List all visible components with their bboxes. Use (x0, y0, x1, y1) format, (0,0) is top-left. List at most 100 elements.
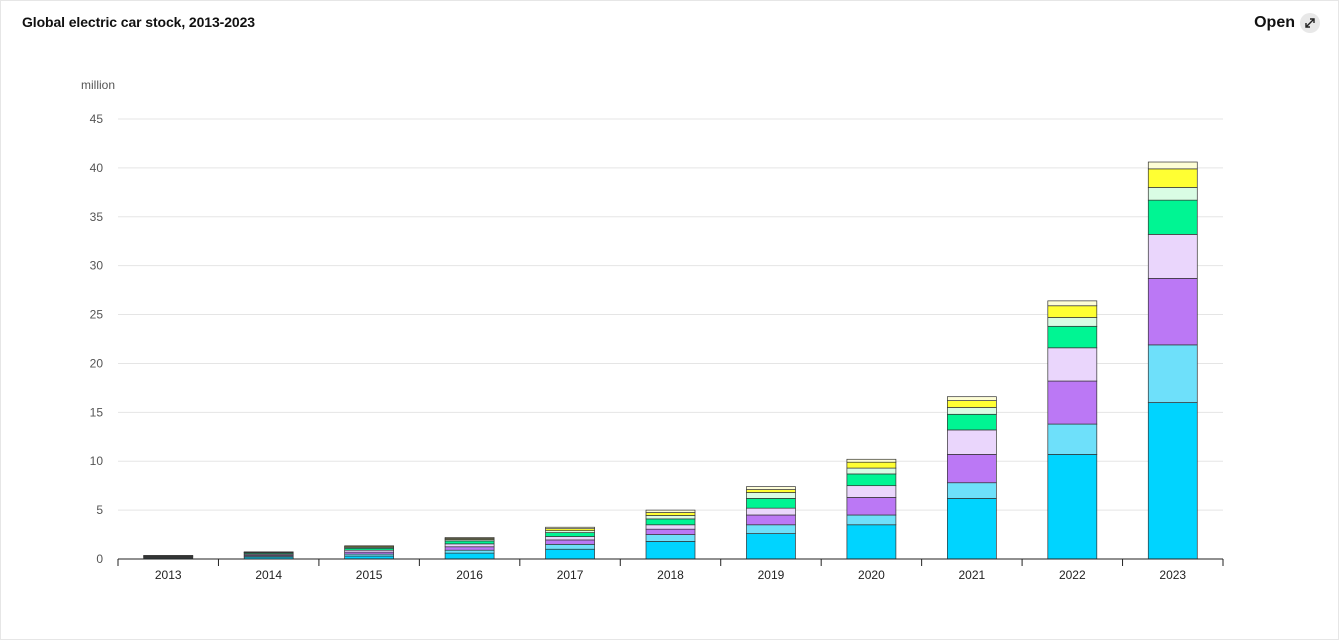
bar-segment[interactable] (1147, 278, 1198, 346)
x-tick-label: 2015 (356, 568, 383, 582)
y-tick-label: 15 (90, 405, 104, 419)
bar-segment[interactable] (1047, 347, 1098, 382)
bar-segment[interactable] (545, 539, 595, 545)
bar-segment[interactable] (947, 482, 997, 499)
bar-segment[interactable] (1047, 380, 1098, 425)
bar-segment[interactable] (947, 400, 997, 408)
bar-segment[interactable] (846, 514, 897, 526)
bar-segment[interactable] (444, 549, 495, 554)
bar-segment[interactable] (947, 454, 997, 484)
open-button[interactable]: Open (1254, 13, 1320, 33)
bar-stack-2020 (846, 458, 897, 560)
y-tick-label: 20 (90, 356, 104, 370)
x-tick-label: 2020 (858, 568, 885, 582)
bar-segment[interactable] (1047, 300, 1098, 307)
bar-segment[interactable] (344, 545, 394, 547)
bar-segment[interactable] (645, 512, 696, 516)
bar-segment[interactable] (947, 413, 997, 431)
x-tick-label: 2014 (255, 568, 282, 582)
bar-segment[interactable] (746, 492, 796, 499)
bar-segment[interactable] (846, 461, 897, 469)
bar-segment[interactable] (243, 551, 294, 553)
chart-title: Global electric car stock, 2013-2023 (22, 14, 255, 30)
bar-segment[interactable] (444, 546, 495, 551)
bar-stack-2014 (243, 551, 294, 560)
x-tick-label: 2023 (1159, 568, 1186, 582)
bar-segment[interactable] (1147, 234, 1198, 279)
bar-segment[interactable] (444, 540, 495, 545)
bar-segment[interactable] (746, 498, 796, 509)
x-tick-label: 2018 (657, 568, 684, 582)
bar-segment[interactable] (1147, 168, 1198, 188)
bar-segment[interactable] (846, 467, 897, 475)
bar-segment[interactable] (645, 541, 696, 560)
x-tick-label: 2013 (155, 568, 182, 582)
y-tick-label: 30 (90, 259, 104, 273)
bar-segment[interactable] (846, 485, 897, 498)
y-axis-unit-label: million (81, 78, 115, 92)
bar-segment[interactable] (746, 507, 796, 516)
bar-segment[interactable] (746, 489, 796, 493)
x-tick-label: 2022 (1059, 568, 1086, 582)
y-tick-label: 5 (96, 503, 103, 517)
bar-segment[interactable] (947, 407, 997, 415)
bar-segment[interactable] (444, 552, 495, 560)
bar-stack-2021 (947, 396, 997, 560)
bar-segment[interactable] (1047, 305, 1098, 318)
y-tick-label: 25 (90, 308, 104, 322)
bar-segment[interactable] (846, 497, 897, 516)
expand-arrows-icon (1300, 13, 1320, 33)
bar-segment[interactable] (846, 458, 897, 463)
x-axis: 2013 2014 2015 2016 2017 2018 2019 2020 2021 2022… (117, 558, 1224, 582)
bar-segment[interactable] (846, 473, 897, 487)
bar-segment[interactable] (645, 515, 696, 520)
y-axis-ticks: 0 5 10 15 20 25 30 35 40 45 (90, 112, 104, 566)
bar-stack-2015 (344, 545, 394, 560)
bar-segment[interactable] (1147, 402, 1198, 560)
bar-stack-2019 (746, 486, 796, 560)
bar-segment[interactable] (1147, 344, 1198, 403)
x-tick-label: 2021 (959, 568, 986, 582)
bar-stack-2023 (1147, 161, 1198, 560)
bar-segment[interactable] (1047, 317, 1098, 327)
bar-segment[interactable] (645, 509, 696, 513)
bar-segment[interactable] (947, 429, 997, 455)
bar-segment[interactable] (1047, 454, 1098, 560)
open-button-label: Open (1254, 14, 1295, 31)
y-tick-label: 10 (90, 454, 104, 468)
y-tick-label: 0 (96, 552, 103, 566)
bar-segment[interactable] (746, 486, 796, 490)
bar-segment[interactable] (143, 555, 194, 557)
x-tick-label: 2017 (557, 568, 584, 582)
bar-segment[interactable] (746, 514, 796, 526)
bar-segment[interactable] (746, 533, 796, 560)
bar-segment[interactable] (947, 498, 997, 560)
bar-segment[interactable] (545, 536, 595, 541)
y-tick-label: 40 (90, 161, 104, 175)
bar-segment[interactable] (444, 543, 495, 548)
bar-segment[interactable] (545, 543, 595, 550)
bar-stack-2018 (645, 509, 696, 560)
bar-stack-2016 (444, 537, 495, 560)
bar-segment[interactable] (1047, 325, 1098, 349)
bar-segment[interactable] (1147, 187, 1198, 201)
bar-segment[interactable] (1047, 423, 1098, 455)
bar-segment[interactable] (645, 524, 696, 530)
y-tick-label: 45 (90, 112, 104, 126)
bar-segment[interactable] (645, 518, 696, 526)
bar-stack-2013 (143, 555, 194, 560)
bar-segment[interactable] (645, 528, 696, 535)
bars (143, 161, 1198, 560)
bar-segment[interactable] (846, 524, 897, 560)
bar-segment[interactable] (1147, 161, 1198, 170)
y-tick-label: 35 (90, 210, 104, 224)
bar-segment[interactable] (545, 548, 595, 560)
bar-segment[interactable] (746, 524, 796, 534)
bar-segment[interactable] (545, 526, 595, 530)
bar-segment[interactable] (645, 534, 696, 542)
bar-segment[interactable] (1147, 199, 1198, 235)
bar-segment[interactable] (444, 537, 495, 539)
bar-segment[interactable] (947, 396, 997, 401)
bar-segment[interactable] (545, 532, 595, 537)
